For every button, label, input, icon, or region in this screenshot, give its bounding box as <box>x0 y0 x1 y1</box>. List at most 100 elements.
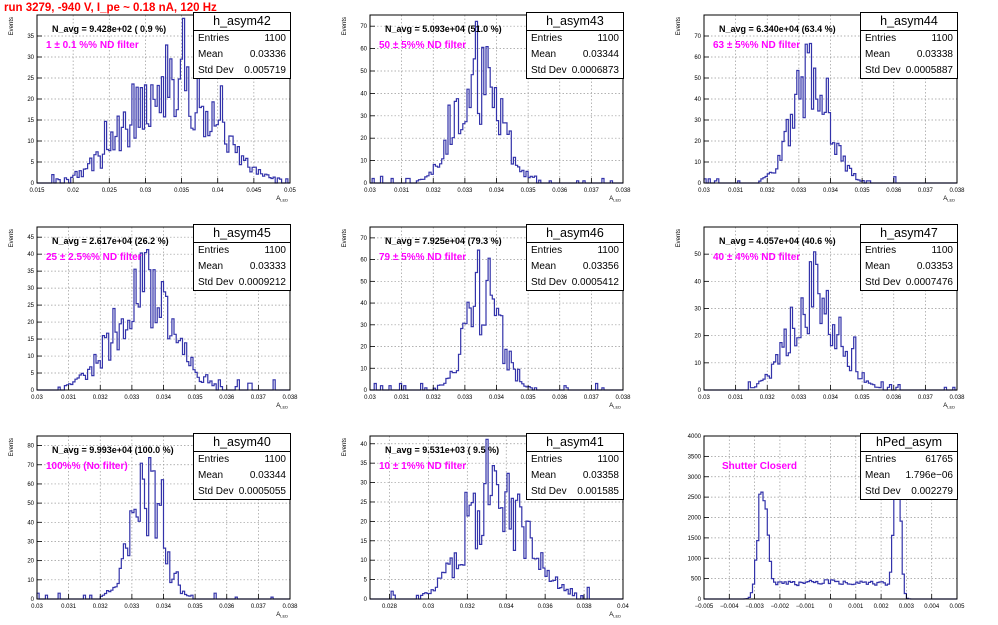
y-tick-label: 0 <box>364 181 368 187</box>
stats-box: h_asym44 Entries 1100 Mean 0.03338 Std Dev… <box>860 12 958 79</box>
histogram-name: hPed_asym <box>861 434 957 452</box>
x-tick-label: 0.032 <box>93 395 109 401</box>
x-tick-label: 0.034 <box>499 604 515 610</box>
x-tick-label: 0 <box>829 604 833 610</box>
y-tick-label: 40 <box>360 442 367 448</box>
y-tick-label: 0 <box>31 597 35 603</box>
stats-row-stddev: Std Dev 0.0007476 <box>865 277 953 288</box>
histogram-pad-h_asym43: 0.03 0.031 0.032 0.033 0.034 0.035 0.036 0.037 0… <box>342 12 631 203</box>
n-avg-annotation: N_avg = 4.057e+04 (40.6 %) <box>719 236 836 246</box>
stats-box: h_asym42 Entries 1100 Mean 0.03336 Std Dev… <box>193 12 291 79</box>
y-tick-label: 70 <box>27 463 34 469</box>
x-tick-label: 0.037 <box>584 188 600 194</box>
stats-box: hPed_asym Entries 61765 Mean 1.796e−06 Std… <box>860 433 958 500</box>
y-tick-label: 30 <box>27 286 34 292</box>
y-tick-label: 0 <box>31 388 35 394</box>
filter-label: 50 ± 5%% ND filter <box>379 40 467 51</box>
y-tick-label: 0 <box>31 181 35 187</box>
y-tick-label: 25 <box>27 303 34 309</box>
y-tick-label: 40 <box>360 91 367 97</box>
histogram-pad-h_asym44: 0.03 0.031 0.032 0.033 0.034 0.035 0.036 0.037 0… <box>676 12 965 203</box>
x-tick-label: 0.033 <box>791 188 807 194</box>
x-tick-label: 0.04 <box>617 604 629 610</box>
x-tick-label: 0.036 <box>552 395 568 401</box>
y-tick-label: 15 <box>27 337 34 343</box>
x-tick-label: −0.002 <box>771 604 790 610</box>
filter-label: 100%% (No filter) <box>46 461 128 472</box>
stats-row-mean: Mean 0.03356 <box>531 261 619 272</box>
y-axis-title: Events <box>342 438 348 456</box>
x-tick-label: 0.035 <box>855 395 871 401</box>
y-tick-label: 60 <box>360 47 367 53</box>
y-tick-label: 20 <box>694 334 701 340</box>
x-tick-label: 0.037 <box>251 604 267 610</box>
x-tick-label: 0.037 <box>251 395 267 401</box>
x-tick-label: 0.03 <box>423 604 435 610</box>
histogram-name: h_asym43 <box>527 13 623 31</box>
y-tick-label: 50 <box>27 501 34 507</box>
histogram-pad-h_asym40: 0.03 0.031 0.032 0.033 0.034 0.035 0.036 0.037 0… <box>9 433 298 619</box>
x-tick-label: 0.038 <box>615 395 631 401</box>
y-tick-label: 30 <box>27 539 34 545</box>
x-tick-label: 0.036 <box>886 395 902 401</box>
x-tick-label: 0.036 <box>886 188 902 194</box>
stats-row-entries: Entries 1100 <box>198 33 286 44</box>
y-tick-label: 10 <box>27 139 34 145</box>
y-tick-label: 70 <box>360 24 367 30</box>
stats-row-mean: Mean 1.796e−06 <box>865 470 953 481</box>
filter-label: Shutter Closerd <box>722 461 798 472</box>
x-tick-label: 0.003 <box>899 604 915 610</box>
y-tick-label: 30 <box>694 118 701 124</box>
y-tick-label: 500 <box>691 577 702 583</box>
stats-row-mean: Mean 0.03333 <box>198 261 286 272</box>
x-tick-label: 0.037 <box>584 395 600 401</box>
x-axis-title: ALED <box>943 196 955 203</box>
x-tick-label: 0.038 <box>949 188 965 194</box>
y-tick-label: 70 <box>694 34 701 40</box>
histogram-pad-h_asym45: 0.03 0.031 0.032 0.033 0.034 0.035 0.036 0.037 0… <box>9 224 298 410</box>
x-tick-label: 0.015 <box>29 188 45 194</box>
stats-row-entries: Entries 1100 <box>198 454 286 465</box>
x-tick-label: 0.038 <box>615 188 631 194</box>
n-avg-annotation: N_avg = 6.340e+04 (63.4 %) <box>719 24 836 34</box>
x-tick-label: 0.034 <box>489 188 505 194</box>
y-tick-label: 40 <box>694 279 701 285</box>
x-tick-label: 0.035 <box>521 188 537 194</box>
stats-box: h_asym47 Entries 1100 Mean 0.03353 Std Dev… <box>860 224 958 291</box>
x-tick-label: 0.03 <box>698 188 710 194</box>
x-tick-label: 0.035 <box>188 604 204 610</box>
y-tick-label: 2500 <box>688 495 702 501</box>
x-tick-label: −0.005 <box>695 604 714 610</box>
y-axis-title: Events <box>9 229 15 247</box>
stats-row-mean: Mean 0.03344 <box>531 49 619 60</box>
y-tick-label: 10 <box>360 558 367 564</box>
y-tick-label: 60 <box>360 258 367 264</box>
x-tick-label: 0.03 <box>364 188 376 194</box>
histogram-name: h_asym44 <box>861 13 957 31</box>
x-tick-label: 0.035 <box>855 188 871 194</box>
x-tick-label: 0.038 <box>577 604 593 610</box>
y-tick-label: 0 <box>698 597 702 603</box>
x-tick-label: 0.045 <box>246 188 262 194</box>
x-tick-label: 0.03 <box>31 395 43 401</box>
histogram-plot: 0.03 0.031 0.032 0.033 0.034 0.035 0.036 0.037 0… <box>9 435 298 619</box>
stats-row-entries: Entries 1100 <box>865 245 953 256</box>
histogram-line <box>704 251 957 391</box>
y-tick-label: 50 <box>694 76 701 82</box>
y-tick-label: 5 <box>364 578 368 584</box>
histogram-plot: 0.03 0.031 0.032 0.033 0.034 0.035 0.036 0.037 0… <box>342 226 631 410</box>
canvas-title: run 3279, -940 V, I_pe ~ 0.18 nA, 120 Hz <box>4 2 217 14</box>
y-tick-label: 70 <box>360 236 367 242</box>
x-tick-label: 0.05 <box>284 188 296 194</box>
stats-row-stddev: Std Dev 0.005719 <box>198 65 286 76</box>
x-tick-label: 0.031 <box>728 188 744 194</box>
y-tick-label: 35 <box>27 269 34 275</box>
y-tick-label: 30 <box>27 55 34 61</box>
x-tick-label: 0.02 <box>67 188 79 194</box>
x-tick-label: 0.031 <box>61 395 77 401</box>
y-tick-label: 45 <box>27 235 34 241</box>
y-tick-label: 50 <box>360 69 367 75</box>
x-tick-label: 0.035 <box>521 395 537 401</box>
y-tick-label: 35 <box>360 461 367 467</box>
y-tick-label: 50 <box>694 252 701 258</box>
